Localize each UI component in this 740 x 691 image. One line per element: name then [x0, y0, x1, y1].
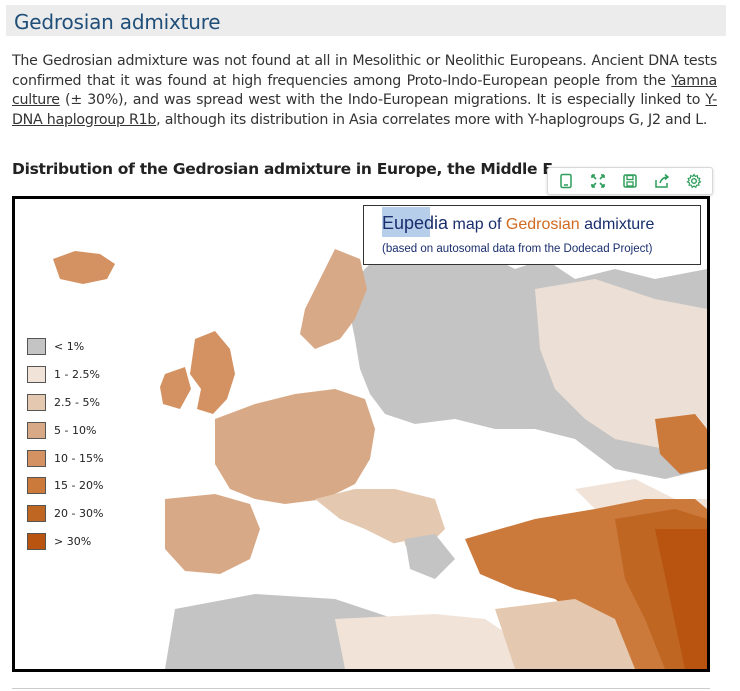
- r1b-haplogroup-link[interactable]: Y-DNA haplogroup R1b: [12, 92, 717, 128]
- legend-item: 10 - 15%: [27, 444, 103, 472]
- legend-swatch: [27, 477, 46, 495]
- map-title-mid2: admixture: [579, 216, 655, 233]
- legend-label: 10 - 15%: [54, 451, 104, 465]
- map-title: Eupedia map of Gedrosian admixture: [382, 207, 655, 237]
- legend-item: < 1%: [27, 333, 103, 361]
- section-title: Gedrosian admixture: [14, 10, 221, 34]
- figure-caption: Distribution of the Gedrosian admixture …: [12, 160, 552, 178]
- legend-label: 15 - 20%: [54, 479, 104, 493]
- legend-item: 15 - 20%: [27, 472, 103, 500]
- share-icon[interactable]: [651, 170, 673, 192]
- intro-paragraph: The Gedrosian admixture was not found at…: [12, 52, 717, 130]
- eupedia-logo-highlight: [382, 207, 430, 237]
- settings-icon[interactable]: [683, 170, 705, 192]
- yamna-culture-link[interactable]: Yamna culture: [12, 72, 717, 109]
- legend-swatch: [27, 393, 46, 411]
- legend-swatch: [27, 532, 46, 550]
- legend-item: 2.5 - 5%: [27, 389, 103, 417]
- map-title-brand: Eupedia: [382, 213, 449, 233]
- map-subtitle: (based on autosomal data from the Dodeca…: [382, 243, 653, 255]
- admixture-map: Eupedia map of Gedrosian admixture (base…: [12, 196, 710, 672]
- legend-label: 5 - 10%: [54, 423, 97, 437]
- legend-item: > 30%: [27, 528, 103, 556]
- legend-item: 5 - 10%: [27, 416, 103, 444]
- expand-icon[interactable]: [587, 170, 609, 192]
- map-legend: < 1% 1 - 2.5% 2.5 - 5% 5 - 10% 10 - 15% …: [27, 333, 103, 555]
- image-toolbar: [547, 167, 713, 195]
- bottom-divider: [12, 688, 710, 689]
- map-title-box: Eupedia map of Gedrosian admixture (base…: [363, 205, 701, 265]
- legend-swatch: [27, 366, 46, 384]
- map-image: [15, 199, 707, 669]
- map-title-mid1: map of: [448, 216, 506, 233]
- paragraph-text-3: , although its distribution in Asia corr…: [156, 111, 708, 128]
- paragraph-text-1: The Gedrosian admixture was not found at…: [12, 53, 717, 89]
- legend-swatch: [27, 421, 46, 439]
- legend-label: 2.5 - 5%: [54, 395, 100, 409]
- legend-label: < 1%: [54, 340, 85, 354]
- legend-swatch: [27, 505, 46, 523]
- tablet-icon[interactable]: [555, 170, 577, 192]
- legend-item: 20 - 30%: [27, 500, 103, 528]
- legend-item: 1 - 2.5%: [27, 361, 103, 389]
- legend-label: > 30%: [54, 534, 92, 548]
- legend-label: 1 - 2.5%: [54, 368, 100, 382]
- legend-swatch: [27, 449, 46, 467]
- legend-label: 20 - 30%: [54, 507, 104, 521]
- save-icon[interactable]: [619, 170, 641, 192]
- paragraph-text-2: (± 30%), and was spread west with the In…: [59, 92, 706, 108]
- section-header: Gedrosian admixture: [6, 5, 726, 36]
- map-title-accent: Gedrosian: [505, 216, 580, 233]
- legend-swatch: [27, 338, 46, 356]
